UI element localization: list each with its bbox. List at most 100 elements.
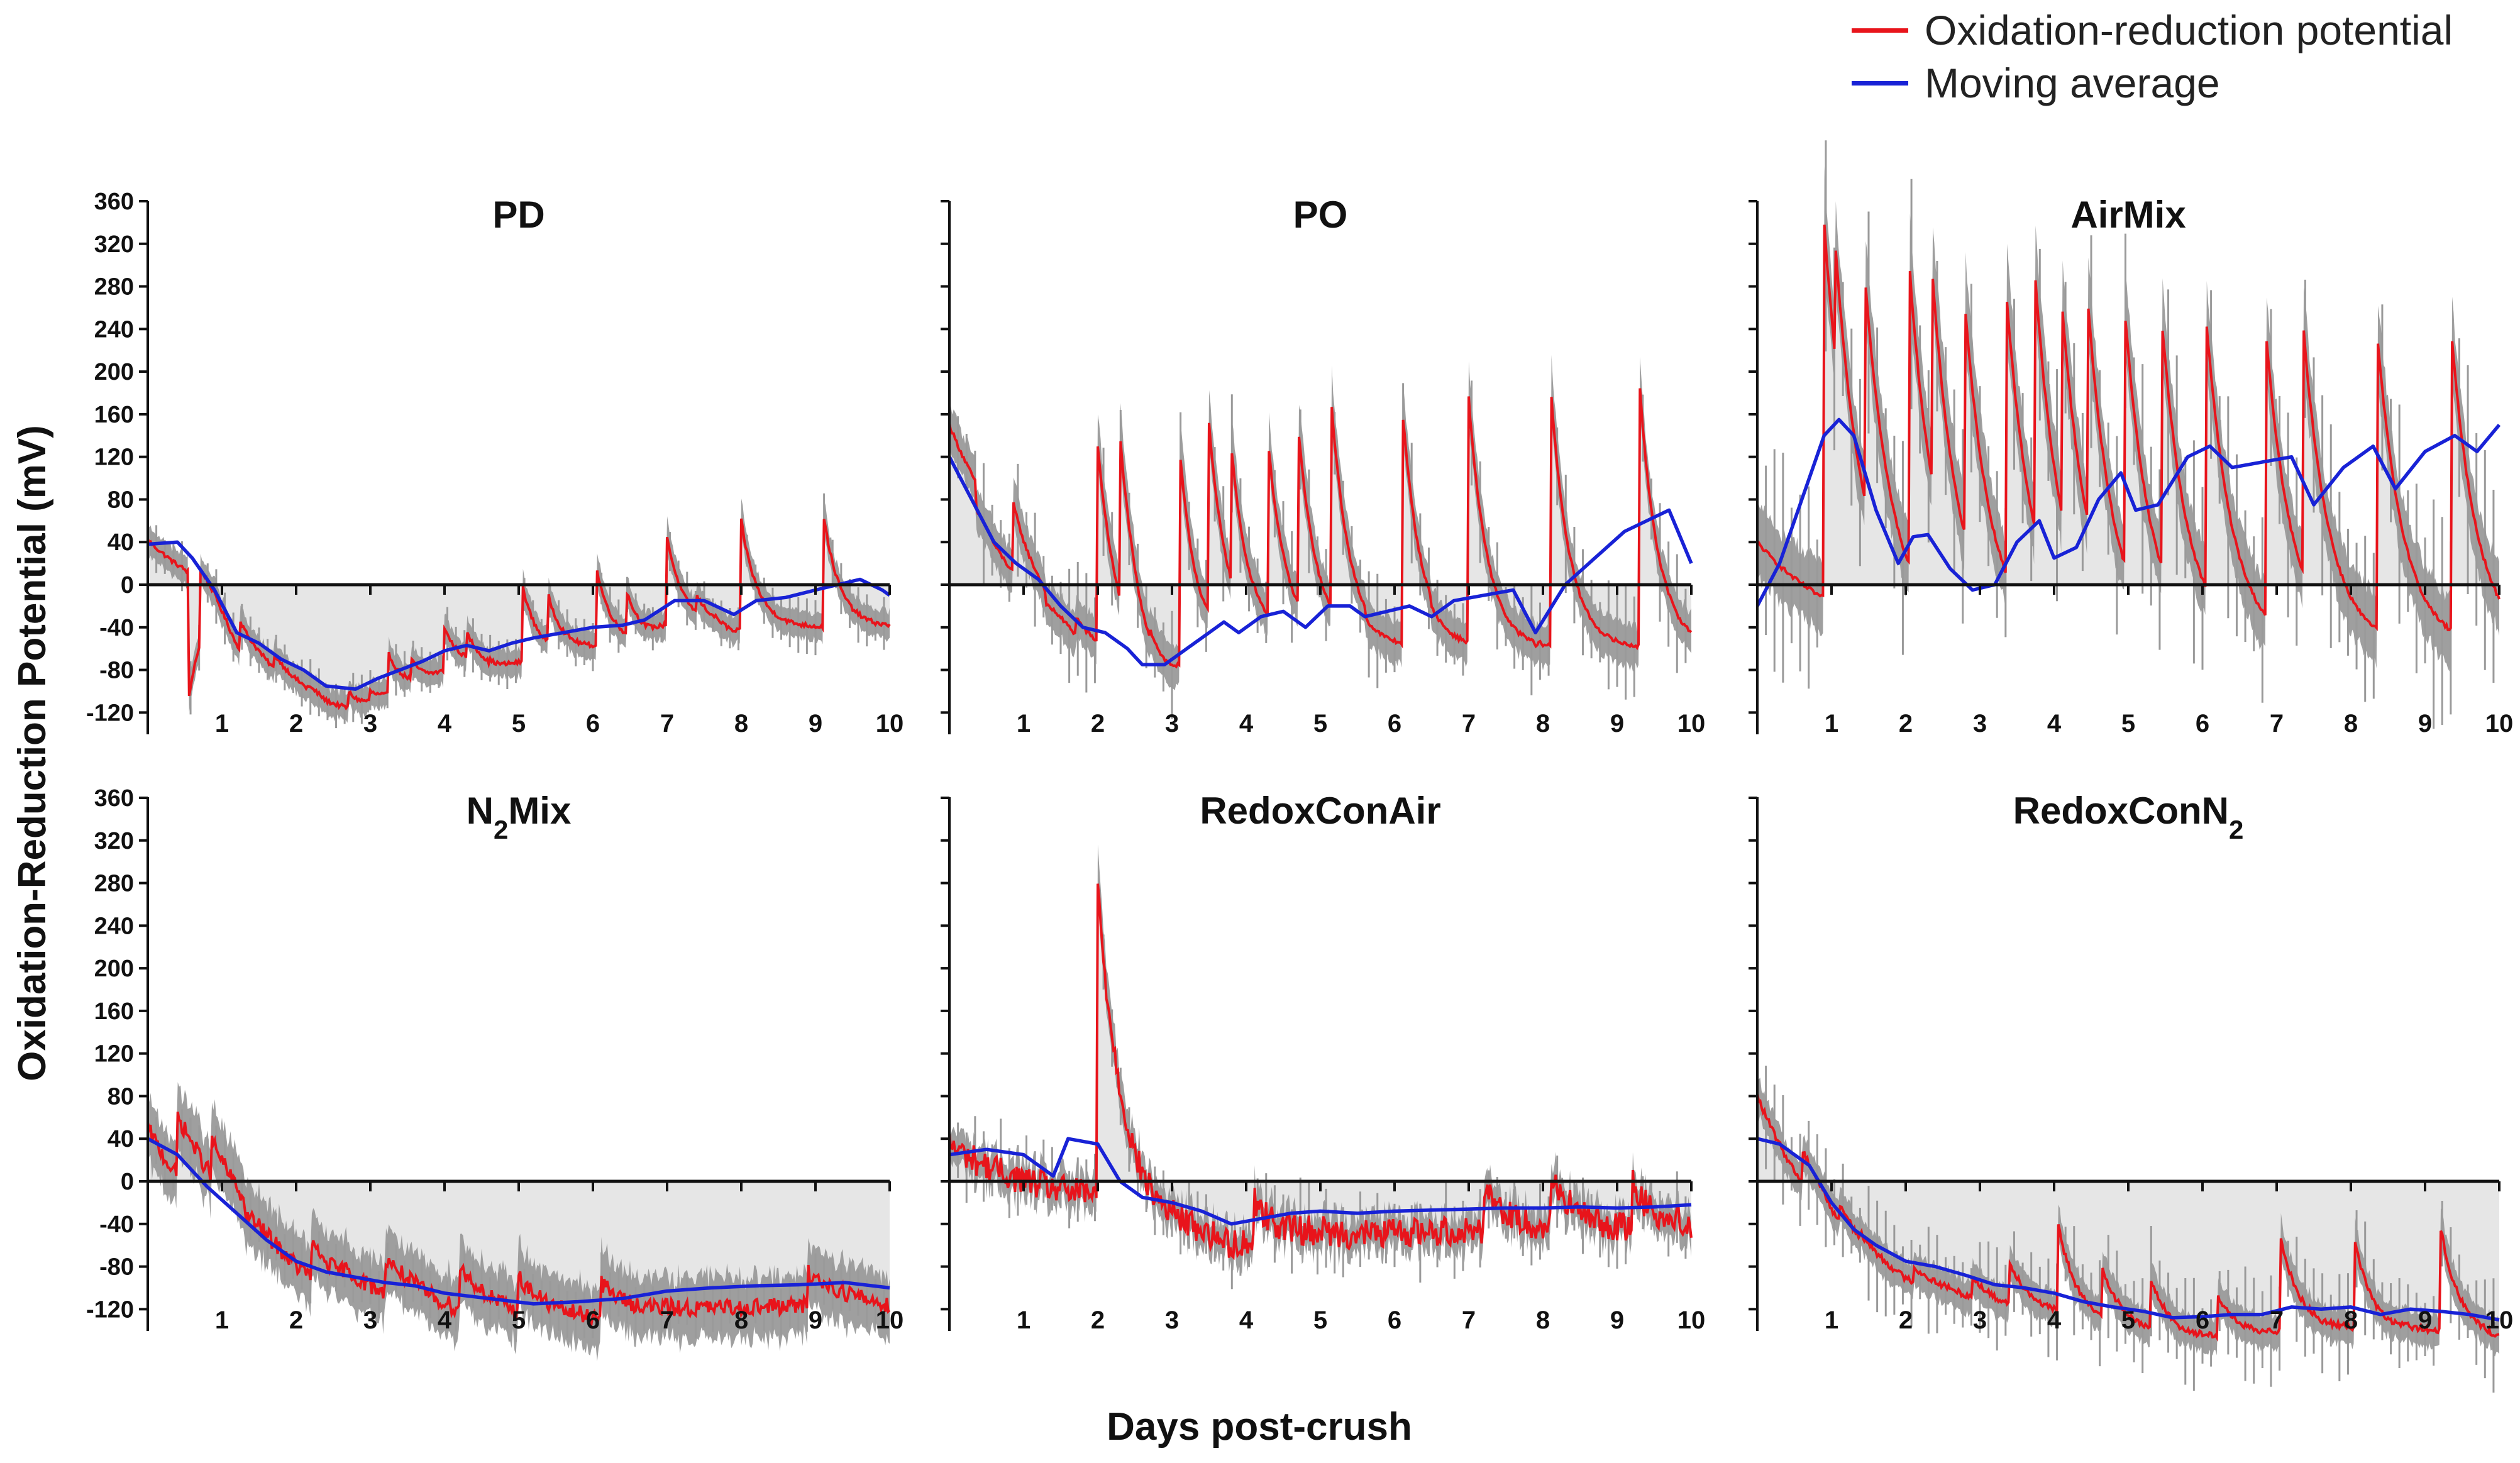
panel-redoxconair: RedoxConAir 1 2 3 4 5 6 7 8 9 10	[941, 790, 1705, 1334]
panel-title: PD	[492, 194, 544, 236]
y-tick-label: 240	[94, 316, 134, 343]
x-tick-label: 5	[2121, 1306, 2135, 1334]
y-tick-label: -120	[86, 700, 134, 726]
y-tick-label: 80	[108, 487, 134, 513]
y-tick-label: 0	[121, 572, 134, 599]
x-tick-label: 9	[2418, 710, 2432, 737]
x-tick-label: 5	[512, 1306, 526, 1334]
series-orp-line	[146, 518, 891, 711]
x-tick-label: 6	[2196, 710, 2209, 737]
series-moving-average-line	[948, 456, 1693, 666]
legend: Oxidation-reduction potential Moving ave…	[1852, 0, 2520, 107]
x-tick-label: 4	[438, 1306, 452, 1334]
x-tick-label: 7	[2270, 1306, 2284, 1334]
x-tick-label: 9	[809, 1306, 822, 1334]
x-tick-label: 8	[1536, 1306, 1550, 1334]
y-tick-label: 120	[94, 1041, 134, 1068]
panel-title-main: PO	[1293, 194, 1348, 236]
panel-title: RedoxConAir	[1200, 790, 1440, 832]
panel-title-suffix: Mix	[508, 790, 571, 832]
panel-title-main: RedoxConN	[2013, 790, 2229, 832]
y-tick-label: 160	[94, 998, 134, 1025]
x-tick-label: 10	[876, 1306, 904, 1334]
y-tick-label: 40	[108, 1126, 134, 1152]
x-tick-label: 3	[1973, 1306, 1987, 1334]
y-tick-label: 200	[94, 359, 134, 385]
x-tick-label: 1	[1825, 710, 1838, 737]
x-tick-label: 8	[2344, 710, 2358, 737]
legend-swatch-orp	[1852, 28, 1908, 33]
y-tick-label: 200	[94, 956, 134, 982]
x-tick-label: 2	[1899, 710, 1913, 737]
y-tick-label: -80	[99, 658, 134, 684]
y-tick-label: -40	[99, 1212, 134, 1238]
y-tick-label: 320	[94, 231, 134, 258]
x-tick-label: 5	[1313, 1306, 1327, 1334]
legend-item-orp: Oxidation-reduction potential	[1852, 5, 2453, 55]
x-tick-label: 5	[1313, 710, 1327, 737]
x-tick-label: 4	[2047, 710, 2062, 737]
x-tick-label: 4	[1239, 710, 1254, 737]
y-tick-label: -120	[86, 1296, 134, 1323]
legend-swatch-avg	[1852, 80, 1908, 86]
y-tick-label: 80	[108, 1083, 134, 1110]
y-axis-title: Oxidation-Reduction Potential (mV)	[11, 425, 54, 1081]
y-tick-label: 120	[94, 444, 134, 471]
panel-pd: PD 360 320 280 240 200 160 120 80 40 0 -40 -80 -120 1 2…	[86, 189, 904, 737]
panel-airmix: AirMix 1 2 3 4 5 6 7 8 9 10	[1749, 140, 2513, 737]
x-tick-label: 7	[660, 1306, 674, 1334]
x-tick-label: 4	[2047, 1306, 2062, 1334]
y-tick-label: 280	[94, 274, 134, 301]
x-tick-label: 8	[1536, 710, 1550, 737]
x-tick-label: 6	[2196, 1306, 2209, 1334]
x-tick-label: 2	[289, 1306, 303, 1334]
x-tick-label: 3	[1973, 710, 1987, 737]
panel-title: RedoxConN2	[2013, 790, 2244, 844]
x-tick-label: 7	[2270, 710, 2284, 737]
y-tick-label: 160	[94, 402, 134, 428]
area-shade	[949, 883, 1691, 1258]
x-tick-label: 10	[2485, 710, 2514, 737]
x-tick-label: 2	[289, 710, 303, 737]
y-tick-label: 0	[121, 1169, 134, 1195]
x-tick-label: 10	[2485, 1306, 2514, 1334]
y-tick-label: 240	[94, 913, 134, 939]
x-tick-label: 3	[363, 1306, 377, 1334]
x-tick-label: 7	[1462, 710, 1476, 737]
area-shade	[148, 518, 890, 709]
x-tick-label: 9	[1610, 710, 1624, 737]
y-tick-label: 360	[94, 785, 134, 812]
x-tick-label: 2	[1091, 1306, 1105, 1334]
x-tick-label: 1	[1825, 1306, 1838, 1334]
series-orp-line	[948, 388, 1693, 669]
y-tick-label: 40	[108, 529, 134, 556]
x-tick-label: 2	[1091, 710, 1105, 737]
x-tick-label: 1	[1017, 1306, 1031, 1334]
x-tick-label: 8	[734, 710, 748, 737]
x-tick-label: 6	[586, 1306, 600, 1334]
panel-title-subscript: 2	[494, 815, 508, 844]
y-tick-label: -40	[99, 615, 134, 641]
series-moving-average-line	[147, 540, 891, 691]
x-tick-label: 9	[1610, 1306, 1624, 1334]
y-tick-label: 280	[94, 871, 134, 897]
series-moving-average-line	[949, 1137, 1692, 1226]
x-tick-label: 10	[1677, 1306, 1706, 1334]
legend-label-avg: Moving average	[1925, 60, 2220, 106]
panel-n2mix: N2Mix36032028024020016012080400-40-80-12…	[86, 785, 904, 1362]
x-tick-label: 1	[1017, 710, 1031, 737]
y-tick-label: 320	[94, 828, 134, 854]
x-tick-label: 9	[809, 710, 822, 737]
panel-title: PO	[1293, 194, 1348, 236]
x-tick-label: 5	[512, 710, 526, 737]
x-tick-label: 3	[363, 710, 377, 737]
x-tick-label: 7	[660, 710, 674, 737]
series-orp-line	[1756, 224, 2501, 632]
panel-title-subscript: 2	[2229, 815, 2243, 844]
panel-title-main: PD	[492, 194, 544, 236]
x-tick-label: 10	[1677, 710, 1706, 737]
legend-label-orp: Oxidation-reduction potential	[1925, 7, 2453, 53]
x-tick-label: 9	[2418, 1306, 2432, 1334]
